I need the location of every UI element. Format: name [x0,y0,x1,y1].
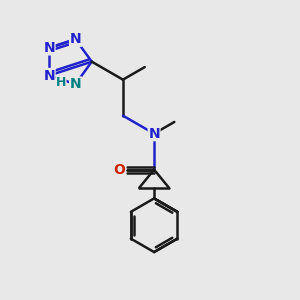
Text: N: N [70,77,81,91]
Text: N: N [43,41,55,55]
Text: O: O [114,163,125,177]
Text: H: H [56,76,66,89]
Text: N: N [148,127,160,141]
Text: N: N [70,32,81,46]
Text: N: N [43,68,55,83]
